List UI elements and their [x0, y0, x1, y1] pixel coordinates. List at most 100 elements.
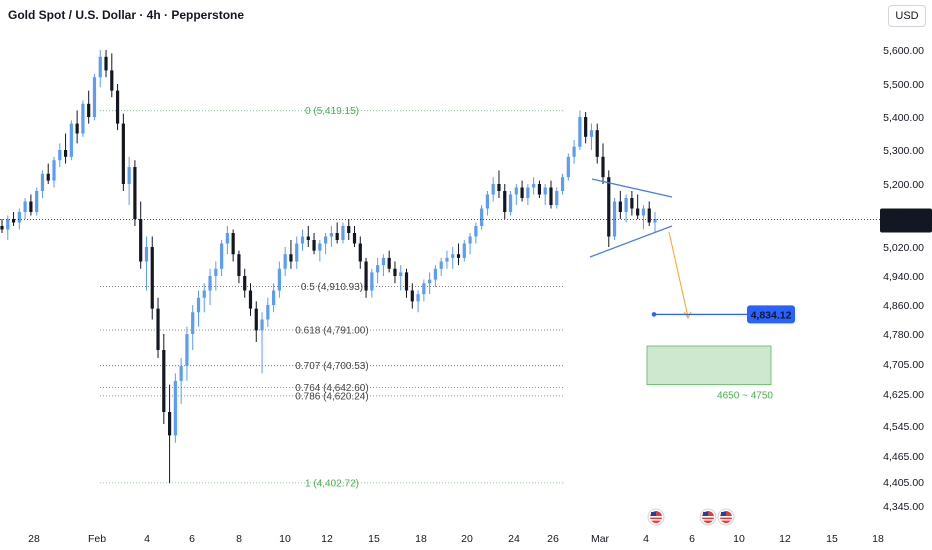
- candle-body: [46, 173, 50, 181]
- candle-body: [29, 201, 33, 212]
- candle-body: [526, 187, 530, 198]
- flag-stripe: [720, 516, 732, 518]
- candle-body: [52, 160, 56, 181]
- candle-body: [618, 201, 622, 212]
- candle-body: [347, 226, 351, 233]
- time-tick-label: 10: [733, 533, 745, 545]
- candle-body: [75, 123, 79, 134]
- candle-body: [624, 198, 628, 212]
- candle-body: [399, 272, 403, 276]
- candle-body: [266, 305, 270, 320]
- drawings: 4,834.12 4650 ~ 4750: [0, 178, 880, 526]
- candle-body: [503, 191, 507, 212]
- candle-body: [532, 184, 536, 188]
- time-tick-label: 6: [689, 533, 695, 545]
- candle-body: [607, 177, 611, 237]
- time-tick-label: Feb: [88, 533, 106, 545]
- currency-button[interactable]: USD: [888, 5, 926, 27]
- candle-body: [191, 312, 195, 334]
- candle-body: [508, 194, 513, 212]
- us-event-flag-icon: [717, 508, 735, 526]
- candle-body: [214, 268, 218, 276]
- candle-body: [81, 103, 85, 134]
- candle-body: [133, 167, 137, 219]
- price-tick-label: 5,600.00: [883, 45, 924, 57]
- candle-body: [480, 208, 484, 226]
- time-tick-label: 8: [236, 533, 242, 545]
- candle-body: [243, 276, 247, 291]
- candle-body: [225, 233, 229, 244]
- candle-body: [358, 243, 362, 262]
- candle-body: [549, 187, 553, 205]
- candle-body: [144, 247, 149, 262]
- triangle-upper-line: [591, 178, 673, 198]
- price-tick-label: 5,500.00: [883, 79, 924, 91]
- candle-body: [364, 261, 368, 291]
- us-event-flag-icon: [647, 508, 665, 526]
- price-tick-label: 4,705.00: [883, 359, 924, 371]
- candle-body: [300, 236, 305, 244]
- us-event-flag-icon: [699, 508, 717, 526]
- candle-body: [150, 247, 154, 309]
- price-tick-label: 4,940.00: [883, 271, 924, 283]
- candle-body: [254, 308, 258, 331]
- time-tick-label: 18: [415, 533, 427, 545]
- candle-body: [491, 184, 495, 195]
- candle-body: [422, 283, 426, 295]
- target-zone-label: 4650 ~ 4750: [717, 391, 773, 402]
- time-tick-label: 15: [368, 533, 380, 545]
- candle-body: [653, 219, 657, 223]
- candle-body: [121, 123, 125, 184]
- price-axis[interactable]: 5,600.00 5,500.00 5,400.00 5,300.00 5,200.00…: [880, 45, 932, 513]
- price-tick-label: 5,020.00: [883, 242, 924, 254]
- candle-body: [445, 257, 449, 262]
- candle-body: [601, 156, 605, 178]
- time-tick-label: 20: [461, 533, 473, 545]
- candle-body: [393, 268, 397, 276]
- candle-body: [98, 56, 102, 78]
- candle-body: [381, 257, 385, 266]
- projection-arrow: [668, 231, 689, 318]
- time-axis[interactable]: 28 Feb 4 6 8 10 12 15 18 20 24 26 Mar 4 6 10 12 15 18: [28, 533, 884, 545]
- candle-body: [324, 236, 328, 244]
- candle-body: [63, 150, 68, 157]
- candle-body: [248, 290, 253, 309]
- candle-body: [110, 70, 114, 91]
- fibonacci-levels: 0 (5,419.15) 0.5 (4,910.93) 0.618 (4,791.0…: [100, 106, 563, 489]
- candle-body: [578, 117, 582, 147]
- candle-body: [387, 257, 391, 269]
- candle-body: [69, 123, 73, 157]
- candle-body: [162, 350, 166, 412]
- candle-body: [416, 294, 420, 302]
- time-tick-label: 4: [144, 533, 150, 545]
- candle-body: [410, 290, 414, 302]
- candle-body: [514, 187, 518, 195]
- candle-body: [40, 173, 45, 191]
- price-tick-label: 5,400.00: [883, 112, 924, 124]
- candle-body: [335, 233, 339, 240]
- candle-body: [630, 198, 634, 209]
- candle-body: [6, 219, 10, 230]
- fib-label: 0.618 (4,791.00): [295, 326, 368, 337]
- flag-stripe: [650, 516, 662, 518]
- candle-body: [306, 236, 310, 240]
- current-price-value: 5,098.57: [885, 212, 926, 224]
- current-price-tag: [880, 208, 932, 233]
- flag-canton: [703, 512, 708, 516]
- candle-body: [115, 90, 120, 124]
- candle-body: [612, 201, 617, 237]
- candle-body: [560, 177, 565, 191]
- flag-stripe: [702, 519, 714, 521]
- fib-label: 0.764 (4,642.60): [295, 383, 368, 394]
- candle-body: [485, 194, 490, 209]
- candle-body: [295, 243, 299, 262]
- candle-body: [595, 130, 599, 157]
- candle-body: [647, 208, 651, 223]
- candle-body: [260, 319, 264, 331]
- candle-body: [173, 380, 177, 436]
- countdown-value: 01:29:20: [885, 222, 926, 234]
- candle-body: [589, 130, 594, 137]
- candle-body: [370, 272, 374, 291]
- candle-body: [58, 150, 62, 161]
